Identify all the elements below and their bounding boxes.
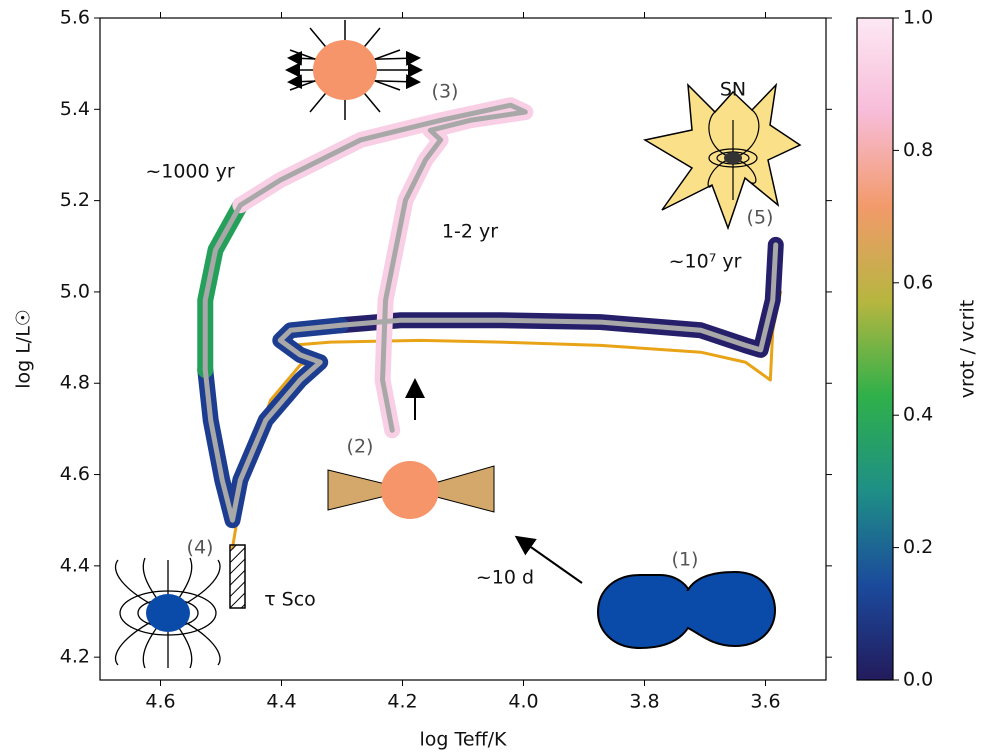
annotation: (5) (747, 207, 774, 229)
colorbar-tick-label: 1.0 (903, 7, 933, 29)
plot-area: 4.6 4.4 4.2 4.0 3.8 3.6 4.2 4.4 4.6 4.8 5.0 5.2 5.4 5… (13, 7, 832, 751)
y-tick-label: 4.4 (60, 554, 90, 576)
track-centerline (202, 202, 243, 373)
annotation: (4) (187, 537, 214, 559)
annotation: (1) (672, 549, 699, 571)
y-tick-label: 4.8 (60, 372, 90, 394)
plot-frame (99, 17, 827, 681)
tau-sco-range (229, 544, 246, 609)
y-tick-label: 5.4 (60, 98, 90, 120)
annotations: (1) (2) (3) (4) (5) ~1000 yr 1-2 yr ~10⁷ yr τ Sc… (145, 79, 773, 611)
illustration-disk-star (327, 461, 495, 519)
track (197, 197, 249, 379)
line (230, 290, 783, 550)
y-tick-label: 5.6 (60, 7, 90, 29)
annotation: (2) (347, 436, 374, 458)
annotation: ~1000 yr (145, 161, 235, 183)
colorbar (856, 17, 894, 681)
x-tick-label: 4.2 (387, 691, 417, 713)
track-centerline (338, 242, 779, 353)
x-tick-label: 4.6 (145, 691, 175, 713)
x-tick-label: 3.8 (629, 691, 659, 713)
illustration-binary (596, 570, 777, 650)
colorbar-label: vrot / vcrit (957, 300, 979, 398)
illustration-supernova (642, 82, 802, 231)
tracks (197, 97, 784, 550)
y-axis-label: log L/L☉ (13, 309, 35, 389)
annotation: (3) (432, 81, 459, 103)
arrow (514, 535, 583, 584)
colorbar-tick-label: 0.6 (903, 271, 933, 293)
x-axis-label: log Teff/K (419, 729, 507, 751)
annotation: ~10 d (476, 567, 534, 589)
colorbar-tick-label: 0.0 (903, 669, 933, 691)
annotation: 1-2 yr (442, 221, 498, 243)
colorbar-tick-label: 0.8 (903, 139, 933, 161)
x-tick-label: 4.0 (508, 691, 538, 713)
y-tick-label: 5.2 (60, 189, 90, 211)
annotation: τ Sco (264, 589, 316, 611)
annotation: SN (720, 79, 746, 101)
colorbar-tick-label: 0.4 (903, 404, 933, 426)
track-centerline (202, 322, 344, 523)
annotation: ~10⁷ yr (669, 251, 742, 273)
colorbar-tick-label: 0.2 (903, 536, 933, 558)
x-tick-label: 3.6 (750, 691, 780, 713)
y-tick-label: 4.6 (60, 463, 90, 485)
x-tick-label: 4.4 (266, 691, 296, 713)
illustration-wind-star (285, 20, 423, 120)
track-centerline (237, 102, 528, 433)
y-tick-label: 4.2 (60, 646, 90, 668)
illustration-magnetic-star (114, 557, 221, 669)
y-tick-label: 5.0 (60, 280, 90, 302)
